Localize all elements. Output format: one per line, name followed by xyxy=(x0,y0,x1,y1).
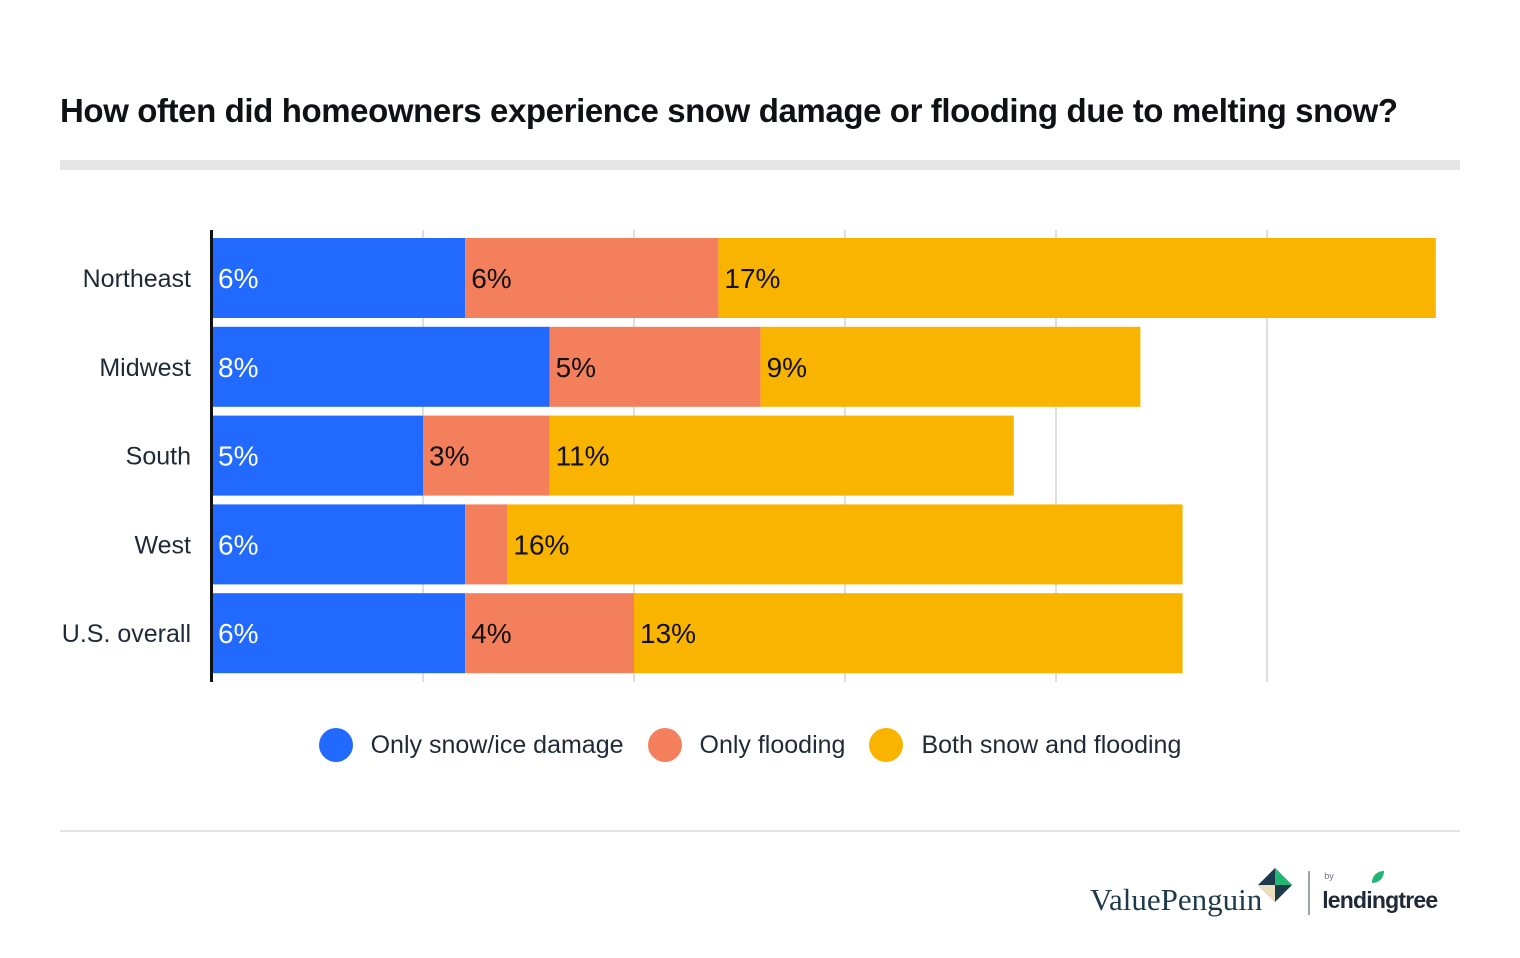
bar-segment xyxy=(212,326,550,407)
data-label: 6% xyxy=(218,618,258,649)
bar-segment xyxy=(465,504,508,585)
bar-segment xyxy=(212,238,466,318)
data-label: 6% xyxy=(471,263,511,294)
bar-segment xyxy=(212,504,466,585)
chart-title: How often did homeowners experience snow… xyxy=(60,92,1398,129)
bar-segment xyxy=(549,415,1014,496)
data-label: 17% xyxy=(724,263,780,294)
lendingtree-by: by xyxy=(1324,870,1334,881)
legend-swatch-both xyxy=(869,728,904,762)
lendingtree-wordmark: lendingtree xyxy=(1322,886,1438,913)
bar-segment xyxy=(507,504,1183,585)
legend-label-flood: Only flooding xyxy=(699,730,846,759)
valuepenguin-wordmark: ValuePenguin xyxy=(1090,882,1263,917)
data-label: 9% xyxy=(767,352,807,383)
bar-segment xyxy=(549,326,761,407)
footer-divider xyxy=(60,830,1460,832)
category-label: U.S. overall xyxy=(62,620,191,648)
legend-label-both: Both snow and flooding xyxy=(921,730,1182,759)
bar-segment xyxy=(465,593,634,674)
brand-logos: ValuePenguin by lendingtree xyxy=(1090,868,1438,918)
title-divider xyxy=(60,160,1460,170)
legend-item-snow: Only snow/ice damage xyxy=(318,728,624,762)
bar-segment xyxy=(212,415,423,496)
data-label: 6% xyxy=(218,529,258,560)
legend-swatch-flood xyxy=(647,728,682,762)
lendingtree-logo: by lendingtree xyxy=(1322,870,1438,914)
legend-item-both: Both snow and flooding xyxy=(869,728,1181,762)
bar-segment xyxy=(760,326,1141,407)
category-label: South xyxy=(126,443,191,471)
data-label: 6% xyxy=(218,263,258,294)
brand-separator xyxy=(1308,871,1311,915)
bar-segment xyxy=(423,415,550,496)
legend: Only snow/ice damage Only flooding Both … xyxy=(0,728,1500,762)
data-label: 4% xyxy=(471,618,511,649)
data-label: 5% xyxy=(218,441,258,472)
leaf-icon xyxy=(1372,870,1385,883)
category-label: Northeast xyxy=(83,265,191,293)
stacked-bar-chart: Northeast 6% 6% 17% Midwest 8% 5% 9% South 5% 3% 11… xyxy=(62,230,1436,682)
legend-item-flood: Only flooding xyxy=(647,728,846,762)
bar-segment xyxy=(718,238,1436,318)
valuepenguin-logo-icon xyxy=(1258,868,1293,902)
bar-segment xyxy=(634,593,1183,674)
legend-swatch-snow xyxy=(318,728,353,762)
legend-label-snow: Only snow/ice damage xyxy=(370,730,624,759)
data-label: 11% xyxy=(556,441,610,472)
data-label: 13% xyxy=(640,618,696,649)
category-label: Midwest xyxy=(99,354,191,382)
data-label: 3% xyxy=(429,441,469,472)
bar-segment xyxy=(465,238,719,318)
data-label: 5% xyxy=(556,352,596,383)
data-label: 8% xyxy=(218,352,258,383)
category-label: West xyxy=(135,531,192,559)
data-label: 16% xyxy=(513,529,569,560)
bar-segment xyxy=(212,593,466,674)
